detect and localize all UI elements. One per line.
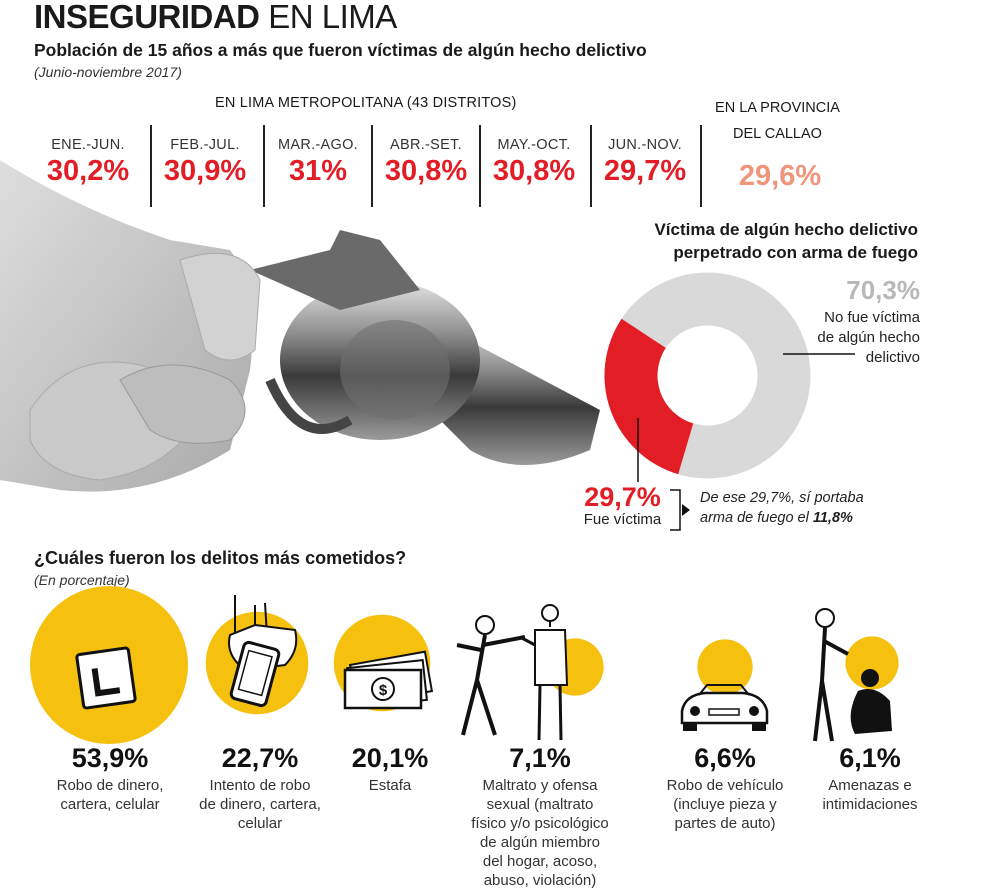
subtitle: Población de 15 años a más que fueron ví…	[34, 40, 647, 60]
period-column: MAY.-OCT. 30,8%	[479, 137, 589, 188]
car-icon	[680, 684, 769, 731]
column-divider	[590, 125, 592, 207]
period-label: MAY.-OCT.	[497, 137, 571, 153]
callao-header: EN LA PROVINCIA DEL CALLAO	[715, 100, 840, 142]
no-victim-percentage: 70,3%	[846, 275, 920, 305]
donut-slice-victim	[604, 318, 694, 475]
period-value: 29,7%	[603, 155, 687, 187]
period-label: MAR.-AGO.	[277, 137, 359, 153]
crime-bubble	[697, 639, 753, 695]
crime-pct: 6,6%	[694, 743, 756, 773]
donut-chart	[604, 272, 811, 479]
crime-bubble	[845, 636, 899, 690]
period-note: (Junio-noviembre 2017)	[34, 64, 182, 80]
page-title: INSEGURIDAD EN LIMA	[34, 0, 397, 35]
crime-pct: 6,1%	[839, 743, 901, 773]
period-value: 31%	[288, 155, 348, 187]
svg-text:$: $	[379, 682, 388, 699]
hand-phone-icon	[228, 595, 298, 708]
crime-label: Amenazas e intimidaciones	[822, 777, 918, 813]
victim-label: Fue víctima	[583, 511, 662, 528]
period-column: JUN.-NOV. 29,7%	[590, 137, 700, 188]
period-label: ENE.-JUN.	[51, 137, 125, 153]
period-column: FEB.-JUL. 30,9%	[150, 137, 260, 188]
crime-label: Robo de vehículo (incluye pieza y partes d…	[666, 777, 784, 832]
crime-label: Maltrato y ofensa sexual (maltrato físico …	[471, 777, 609, 889]
period-column: ABR.-SET. 30,8%	[371, 137, 481, 188]
crime-pct: 7,1%	[509, 743, 571, 773]
period-label: ABR.-SET.	[390, 137, 462, 153]
period-label: JUN.-NOV.	[608, 137, 682, 153]
period-value: 30,8%	[492, 155, 576, 187]
wallet-icon	[75, 646, 137, 710]
no-victim-label: No fue víctima de algún hecho delictivo	[817, 309, 920, 366]
donut-title: Víctima de algún hecho delictivo perpetra…	[654, 220, 918, 262]
column-divider	[479, 125, 481, 207]
crimes-title: ¿Cuáles fueron los delitos más cometidos…	[34, 548, 407, 568]
column-divider	[371, 125, 373, 207]
firearm-note: De ese 29,7%, sí portaba arma de fuego el…	[700, 490, 864, 526]
column-divider	[700, 125, 702, 207]
period-value: 30,9%	[163, 155, 247, 187]
assault-figures-icon	[456, 604, 569, 741]
victim-percentage: 29,7%	[584, 482, 661, 512]
crime-label: Estafa	[368, 777, 412, 794]
no-victim-leader-line	[783, 353, 855, 355]
callao-value: 29,6%	[738, 160, 822, 192]
crime-pct: 53,9%	[71, 743, 149, 773]
column-divider	[150, 125, 152, 207]
crimes-subtitle: (En porcentaje)	[34, 572, 130, 588]
period-column: MAR.-AGO. 31%	[263, 137, 373, 188]
column-divider	[263, 125, 265, 207]
period-column: ENE.-JUN. 30,2%	[33, 137, 143, 188]
victim-leader-line	[637, 418, 639, 482]
crime-pct: 22,7%	[221, 743, 299, 773]
crime-pct: 20,1%	[351, 743, 429, 773]
threat-figures-icon	[813, 608, 892, 742]
bracket-arrow	[670, 489, 690, 531]
crime-label: Intento de robo de dinero, cartera, celula…	[199, 777, 321, 832]
period-value: 30,2%	[46, 155, 130, 187]
crime-label: Robo de dinero, cartera, celular	[56, 777, 164, 813]
period-label: FEB.-JUL.	[170, 137, 240, 153]
period-value: 30,8%	[384, 155, 468, 187]
money-bills-icon: $	[343, 650, 434, 710]
donut-slice-no-victim	[621, 272, 811, 479]
hand-revolver-illustration	[0, 160, 600, 492]
lima-header: EN LIMA METROPOLITANA (43 DISTRITOS)	[215, 95, 517, 111]
